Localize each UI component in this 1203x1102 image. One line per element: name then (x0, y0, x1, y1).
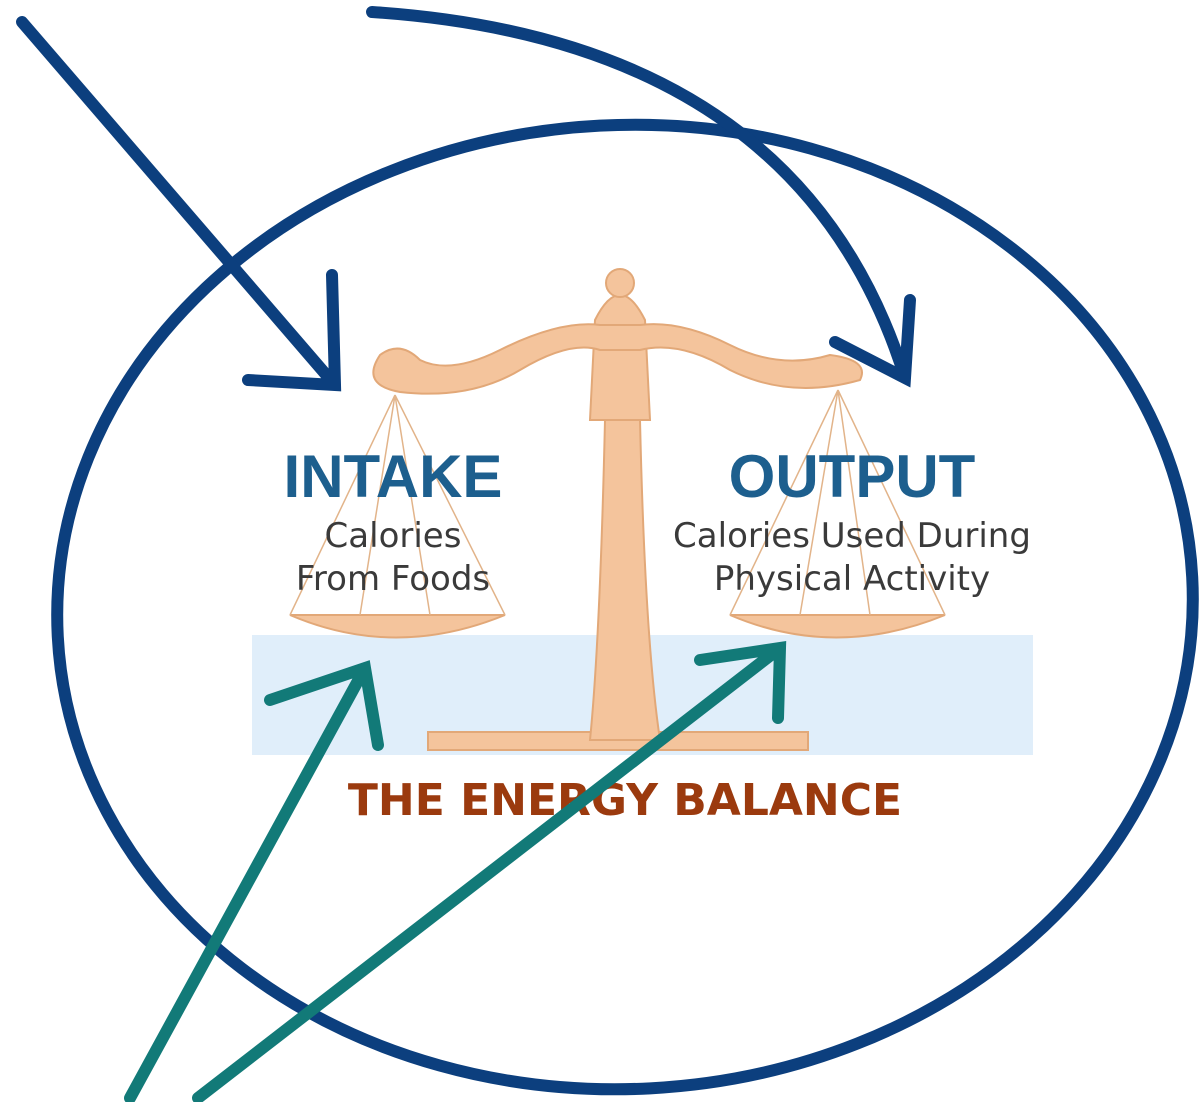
diagram: INTAKE Calories From Foods OUTPUT Calori… (0, 0, 1203, 1102)
output-line: Calories Used During (673, 516, 1031, 556)
intake-title: INTAKE (284, 443, 503, 510)
output-line: Physical Activity (714, 559, 990, 599)
output-title: OUTPUT (729, 443, 976, 510)
intake-line: Calories (325, 516, 462, 556)
intake-line: From Foods (296, 559, 490, 599)
caption: THE ENERGY BALANCE (348, 775, 902, 826)
